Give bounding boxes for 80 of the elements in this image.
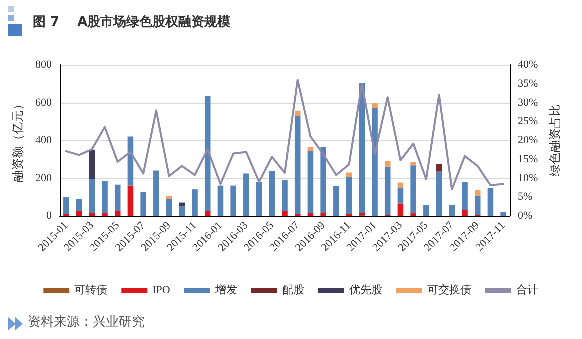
bar	[334, 186, 340, 216]
bar	[449, 205, 456, 216]
bar	[372, 103, 378, 108]
chart-title: 图 7 A股市场绿色股权融资规模	[33, 14, 231, 30]
bar	[102, 213, 108, 216]
bar	[179, 206, 186, 216]
bar	[500, 212, 506, 216]
bar	[372, 108, 378, 216]
bar	[89, 150, 96, 180]
bar	[462, 210, 468, 216]
bar	[384, 166, 391, 216]
bar	[269, 171, 276, 216]
y-axis-title: 融资额（亿元）	[11, 98, 25, 182]
bar	[410, 162, 416, 166]
bar	[140, 192, 146, 216]
y-tick-label: 0	[46, 210, 52, 222]
bar	[346, 177, 352, 214]
y-tick-label: 800	[36, 59, 52, 71]
bar	[398, 204, 404, 216]
bar	[244, 174, 250, 216]
legend-label: 可转债	[74, 284, 108, 296]
y-tick-label: 600	[36, 96, 52, 109]
bar	[128, 136, 134, 186]
bar	[204, 211, 211, 216]
bar	[89, 179, 96, 214]
line-series	[65, 79, 505, 191]
bar	[410, 166, 416, 214]
bar	[320, 213, 326, 216]
bar	[308, 213, 314, 216]
y2-tick-label: 0%	[518, 210, 533, 222]
bar	[346, 172, 352, 178]
bar	[114, 184, 121, 212]
bar	[114, 211, 121, 216]
y2-tick-label: 30%	[518, 96, 538, 109]
bar	[474, 196, 481, 216]
bar	[128, 186, 134, 216]
bar	[204, 96, 211, 212]
bar	[320, 147, 326, 214]
bar	[308, 151, 314, 214]
text: 资料来源：兴业研究	[28, 315, 145, 330]
legend-label: 增发	[214, 284, 238, 296]
legend-label: 优先股	[349, 284, 382, 296]
y2-tick-label: 15%	[518, 153, 538, 166]
bar	[282, 211, 288, 216]
legend-label: 合计	[516, 284, 538, 296]
legend-label: 可交换债	[427, 284, 472, 296]
y2-tick-label: 5%	[518, 191, 533, 204]
bar	[154, 170, 160, 216]
bar	[256, 182, 262, 216]
bar	[424, 205, 430, 216]
y-tick-label: 400	[36, 134, 52, 146]
y2-axis-title: 绿色融资占比	[548, 104, 562, 176]
bar	[230, 186, 236, 216]
bar	[436, 172, 442, 216]
bar	[398, 188, 404, 204]
bar	[282, 180, 288, 212]
y2-tick-label: 40%	[518, 59, 538, 71]
y-tick-label: 200	[36, 172, 52, 184]
bar	[218, 186, 224, 216]
y2-tick-label: 25%	[518, 116, 538, 128]
bar	[102, 181, 108, 214]
legend-label: 配股	[282, 284, 304, 296]
bar	[294, 116, 301, 214]
bar	[192, 190, 198, 216]
bar	[384, 161, 391, 167]
bar	[76, 211, 82, 216]
bar	[488, 188, 494, 216]
bar	[76, 199, 82, 212]
y2-tick-label: 35%	[518, 78, 538, 90]
bar	[89, 213, 96, 216]
bar	[294, 110, 301, 117]
bar	[166, 196, 172, 200]
legend-label: IPO	[152, 284, 170, 296]
y2-tick-label: 10%	[518, 172, 538, 184]
bar	[462, 182, 468, 210]
bar	[474, 190, 481, 196]
bar	[166, 199, 172, 216]
y2-tick-label: 20%	[518, 134, 538, 146]
bar	[64, 197, 70, 214]
bar	[436, 164, 442, 172]
